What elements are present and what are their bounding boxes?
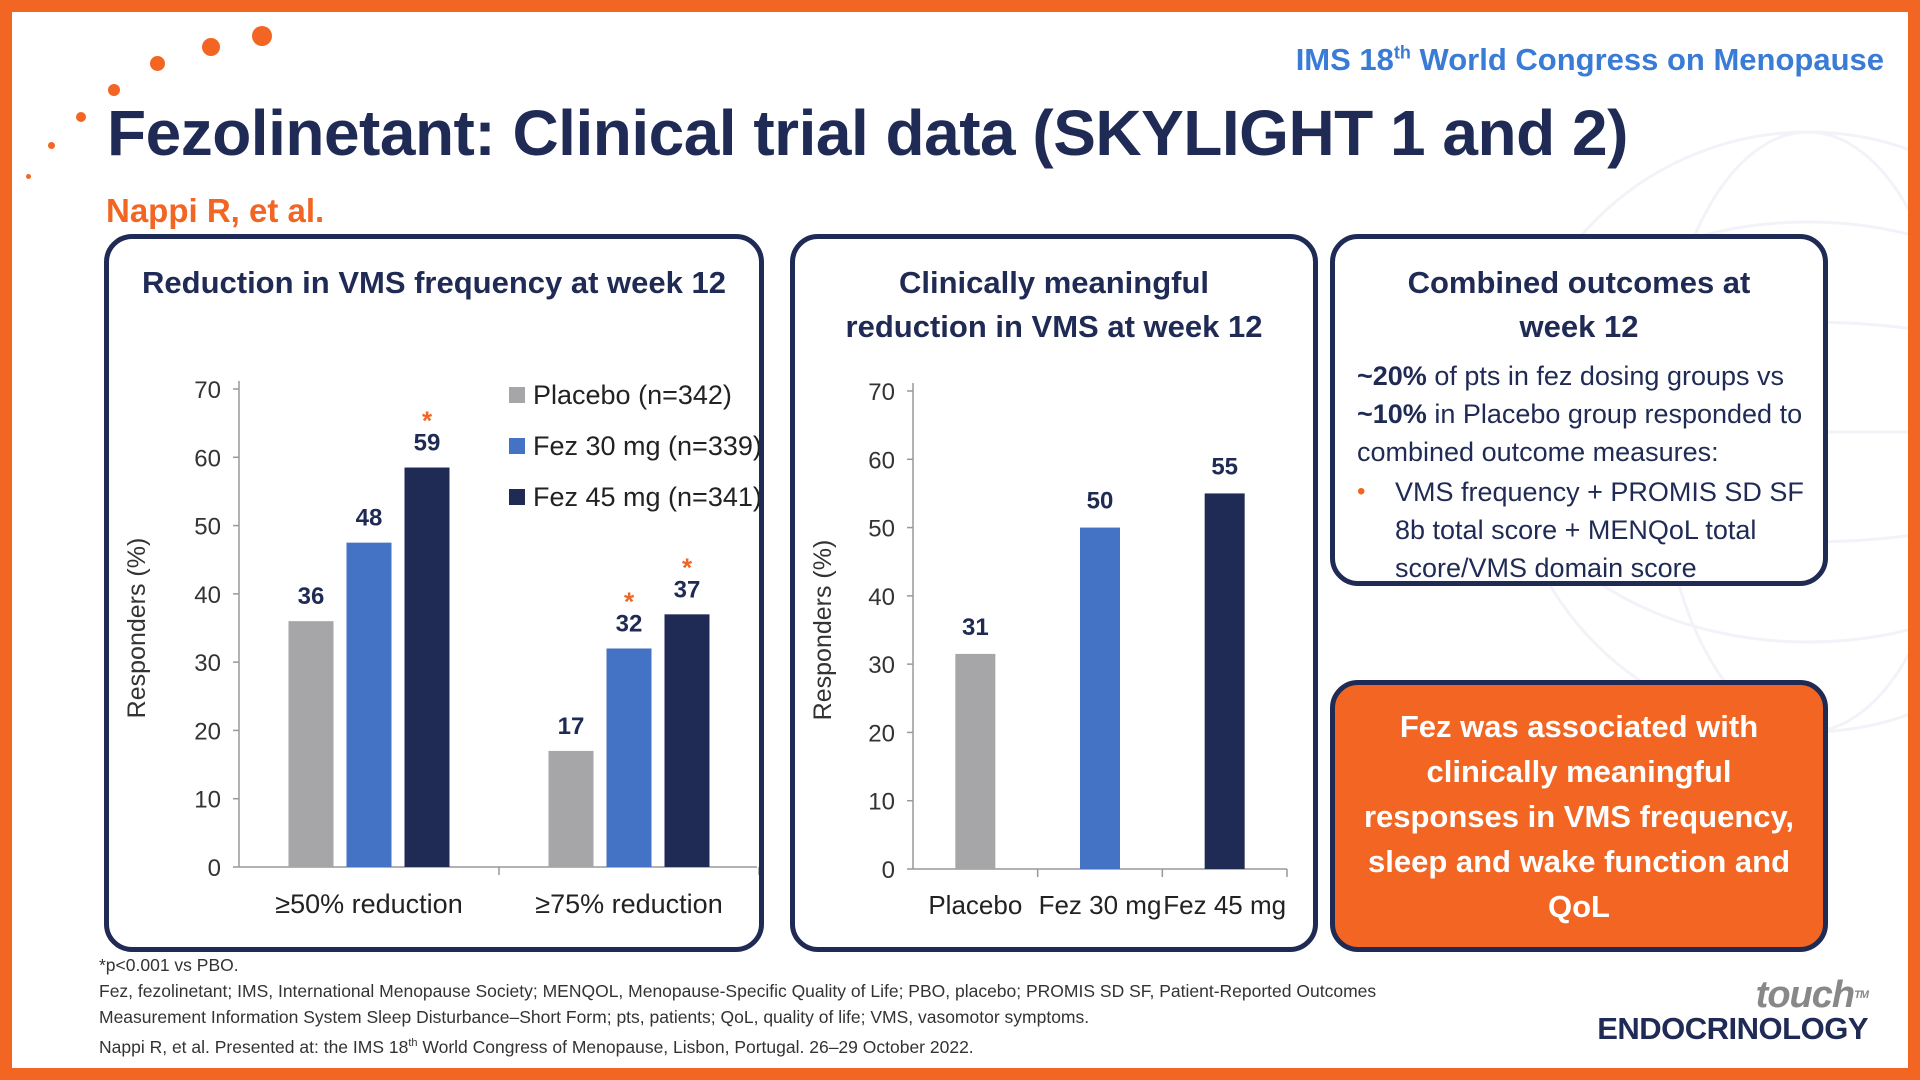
data-label: 36 <box>298 583 325 610</box>
x-tick-label: Fez 45 mg <box>1163 890 1286 920</box>
data-label: 31 <box>962 614 989 641</box>
y-tick-label: 30 <box>194 650 221 677</box>
significance-star: * <box>422 406 433 436</box>
data-label: 17 <box>558 713 585 740</box>
y-tick-label: 10 <box>868 789 895 816</box>
y-tick-label: 40 <box>194 582 221 609</box>
panel-clinically-meaningful: Clinically meaningful reduction in VMS a… <box>790 234 1318 952</box>
panel-title: Clinically meaningful reduction in VMS a… <box>845 265 1263 344</box>
decor-dot <box>252 26 272 46</box>
decor-dot <box>150 56 165 71</box>
bar <box>606 648 652 867</box>
bar <box>1204 493 1245 869</box>
y-tick-label: 70 <box>868 379 895 406</box>
decor-dot <box>26 174 31 179</box>
bar <box>1080 527 1120 869</box>
decor-dot <box>76 112 86 122</box>
y-tick-label: 0 <box>208 855 221 882</box>
y-tick-label: 40 <box>868 584 895 611</box>
legend-label: Fez 45 mg (n=341) <box>533 482 759 512</box>
decor-dot <box>108 84 120 96</box>
slide: IMS 18th World Congress on Menopause Fez… <box>12 12 1908 1068</box>
bar <box>548 750 594 867</box>
footnotes: *p<0.001 vs PBO. Fez, fezolinetant; IMS,… <box>99 955 1377 1057</box>
author-line: Nappi R, et al. <box>106 192 325 229</box>
panel-title: Reduction in VMS frequency at week 12 <box>142 265 726 300</box>
y-tick-label: 60 <box>868 447 895 474</box>
y-tick-label: 60 <box>194 445 221 472</box>
bar <box>346 542 392 867</box>
y-axis-label: Responders (%) <box>809 540 837 721</box>
bar <box>288 621 334 867</box>
decor-dot <box>48 142 55 149</box>
data-label: 50 <box>1087 488 1114 515</box>
congress-heading: IMS 18th World Congress on Menopause <box>1295 42 1884 77</box>
bar-chart-clinically-meaningful: 0 10 20 30 40 50 60 70 Responders (%) Placebo 31 Fe… <box>809 379 1288 920</box>
y-tick-label: 20 <box>194 718 221 745</box>
y-tick-label: 70 <box>194 377 221 404</box>
x-tick-label: ≥75% reduction <box>535 889 722 919</box>
touch-endocrinology-logo: touchTM ENDOCRINOLOGY <box>1597 974 1869 1046</box>
panel-title: Combined outcomes at week 12 <box>1407 265 1751 344</box>
y-tick-label: 10 <box>194 787 221 814</box>
bullet-icon: • <box>1357 478 1366 505</box>
panel-vms-frequency: Reduction in VMS frequency at week 12 0 1… <box>104 234 764 952</box>
decor-dot <box>202 38 220 56</box>
data-label: 48 <box>356 505 383 532</box>
bar-chart-vms-frequency: 0 10 20 30 40 50 60 70 Responders (%) ≥50% reduct… <box>123 377 759 919</box>
y-axis-label: Responders (%) <box>123 538 151 719</box>
combined-outcomes-text: ~20% of pts in fez dosing groups vs ~10%… <box>1357 357 1817 587</box>
legend-swatch <box>509 438 525 454</box>
bar <box>955 653 996 869</box>
x-tick-label: Fez 30 mg <box>1039 890 1162 920</box>
legend-label: Fez 30 mg (n=339) <box>533 431 759 461</box>
bar <box>664 614 710 867</box>
page-title: Fezolinetant: Clinical trial data (SKYLI… <box>107 97 1628 169</box>
legend-label: Placebo (n=342) <box>533 380 732 410</box>
data-label: 37 <box>674 576 701 603</box>
x-tick-label: ≥50% reduction <box>275 889 462 919</box>
significance-star: * <box>682 552 693 582</box>
bullet-text: VMS frequency + PROMIS SD SF 8b total sc… <box>1395 477 1804 583</box>
legend-swatch <box>509 387 525 403</box>
x-tick-label: Placebo <box>928 890 1022 920</box>
conclusion-box: Fez was associated with clinically meani… <box>1330 680 1828 952</box>
legend-swatch <box>509 489 525 505</box>
y-tick-label: 30 <box>868 652 895 679</box>
data-label: 55 <box>1211 453 1238 480</box>
y-tick-label: 0 <box>882 857 895 884</box>
y-tick-label: 50 <box>194 514 221 541</box>
data-label: 32 <box>616 610 643 637</box>
significance-star: * <box>624 586 635 616</box>
data-label: 59 <box>414 430 441 457</box>
panel-combined-outcomes: Combined outcomes at week 12 ~20% of pts… <box>1330 234 1828 586</box>
y-tick-label: 50 <box>868 516 895 543</box>
y-tick-label: 20 <box>868 720 895 747</box>
bar <box>404 467 450 867</box>
